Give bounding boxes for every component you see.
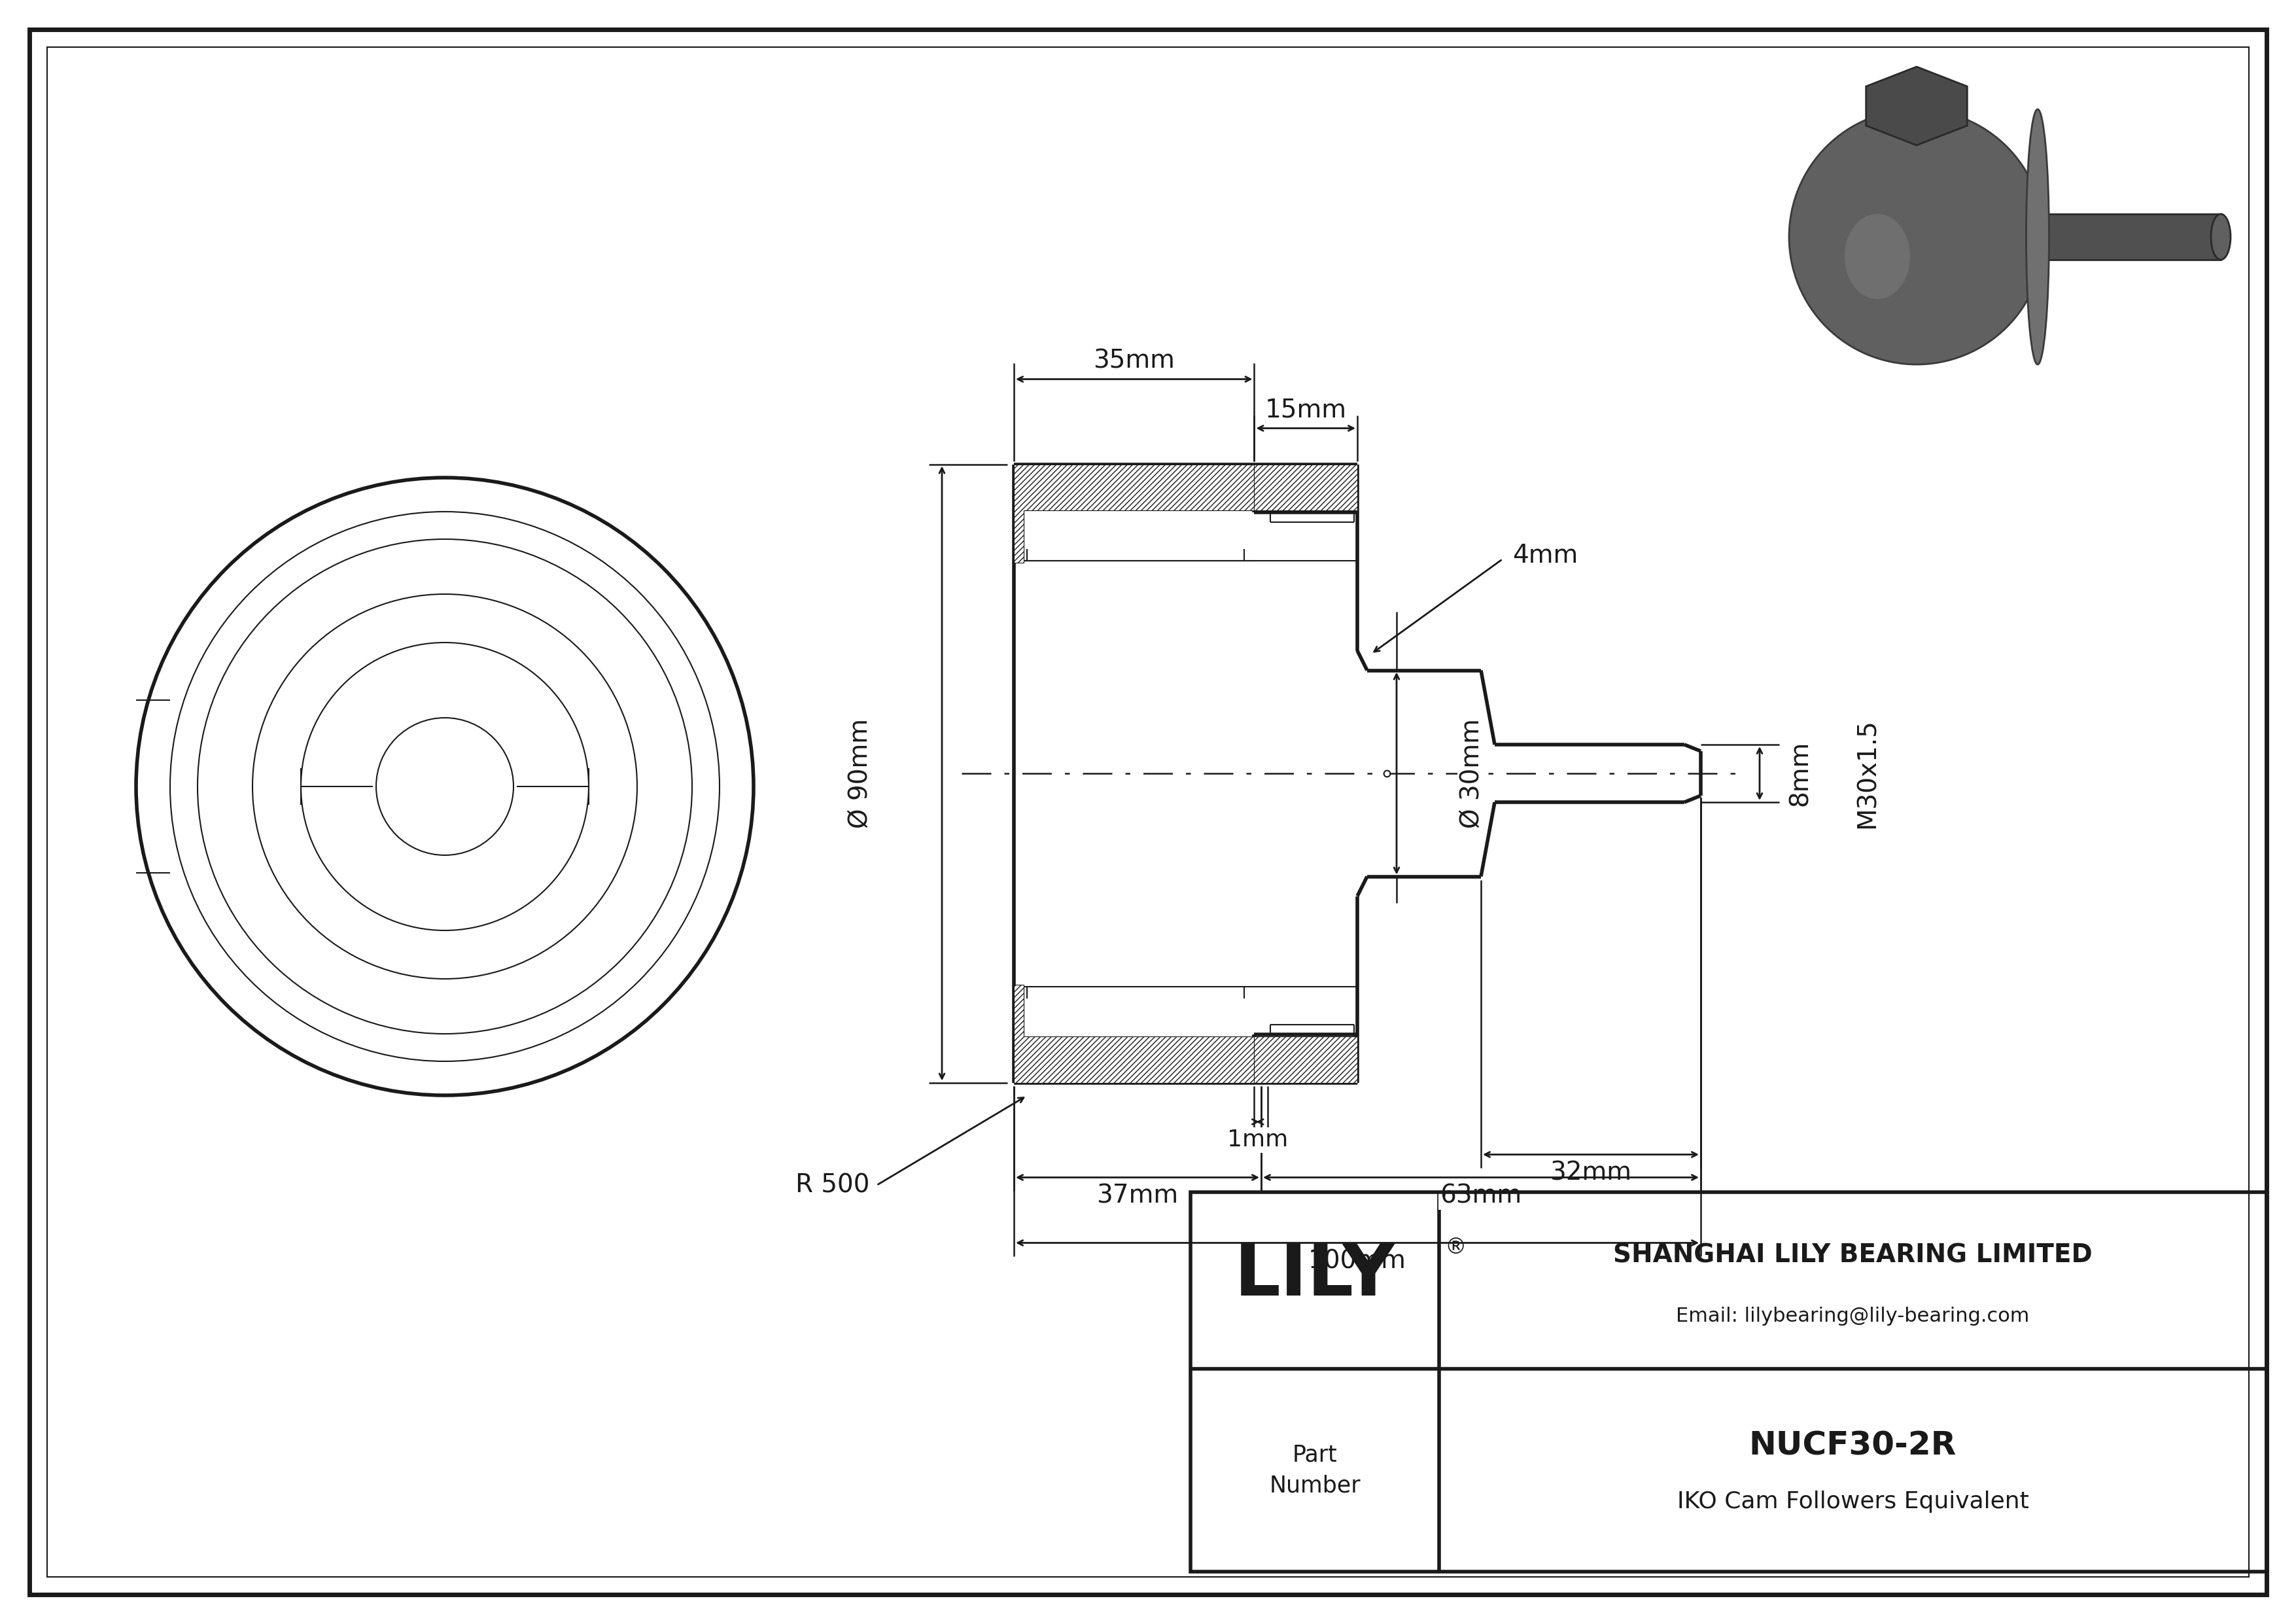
Text: Part
Number: Part Number: [1270, 1444, 1362, 1497]
Text: 8mm: 8mm: [1789, 741, 1812, 806]
Ellipse shape: [2211, 214, 2232, 260]
Ellipse shape: [2025, 109, 2048, 364]
Polygon shape: [1254, 464, 1357, 510]
Text: 35mm: 35mm: [1093, 349, 1176, 374]
Polygon shape: [1254, 1036, 1357, 1083]
Ellipse shape: [1844, 214, 1910, 299]
Polygon shape: [1015, 984, 1254, 1083]
Text: NUCF30-2R: NUCF30-2R: [1750, 1429, 1956, 1462]
Polygon shape: [1015, 464, 1254, 562]
Text: 15mm: 15mm: [1265, 398, 1348, 422]
Text: 63mm: 63mm: [1440, 1184, 1522, 1208]
Text: LILY: LILY: [1235, 1241, 1396, 1311]
Bar: [1192, 1192, 2266, 1572]
Polygon shape: [1867, 67, 1968, 145]
Ellipse shape: [1789, 109, 2043, 364]
Text: SHANGHAI LILY BEARING LIMITED: SHANGHAI LILY BEARING LIMITED: [1614, 1244, 2092, 1268]
Text: 1mm: 1mm: [1228, 1129, 1288, 1151]
Text: ®: ®: [1444, 1237, 1467, 1259]
Text: Ø 90mm: Ø 90mm: [847, 718, 872, 828]
Text: M30x1.5: M30x1.5: [1855, 718, 1880, 828]
Text: IKO Cam Followers Equivalent: IKO Cam Followers Equivalent: [1676, 1491, 2030, 1514]
Text: 4mm: 4mm: [1513, 544, 1577, 568]
Text: Email: lilybearing@lily-bearing.com: Email: lilybearing@lily-bearing.com: [1676, 1307, 2030, 1325]
Bar: [2043, 214, 2220, 260]
Text: 37mm: 37mm: [1097, 1184, 1178, 1208]
Text: 32mm: 32mm: [1550, 1161, 1632, 1186]
Text: Ø 30mm: Ø 30mm: [1460, 718, 1483, 828]
Text: 100mm: 100mm: [1309, 1249, 1407, 1273]
Text: R 500: R 500: [797, 1173, 870, 1199]
